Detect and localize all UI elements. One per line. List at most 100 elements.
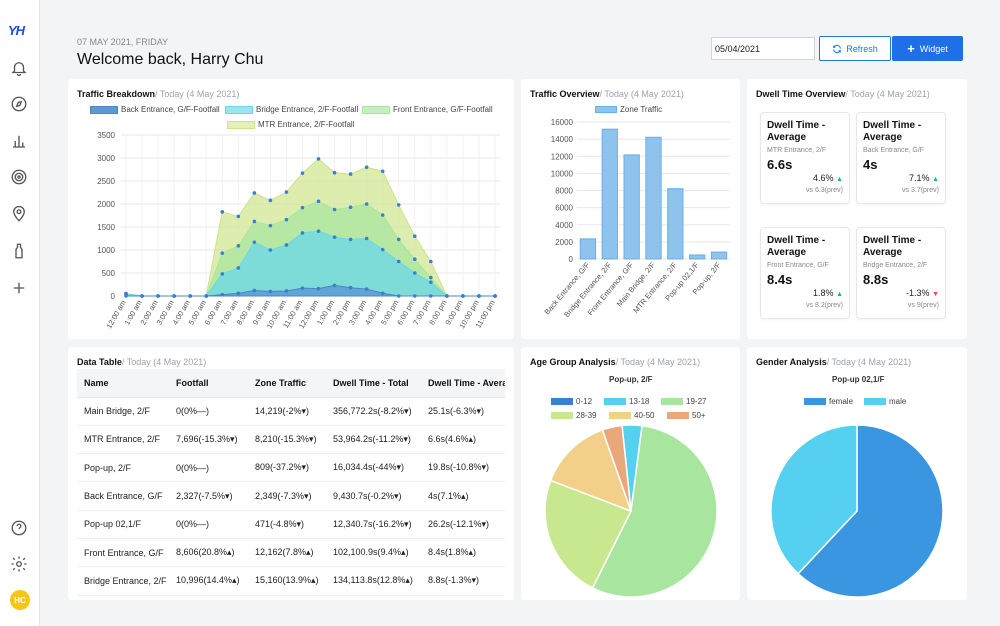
- dwell-location: Front Entrance, G/F: [767, 262, 829, 269]
- bar-chart-icon[interactable]: [10, 132, 28, 150]
- data-point: [429, 259, 433, 264]
- table-row[interactable]: Pop-up, 2/F 0(0%—) 809(-37.2%▾) 16,034.4s(-…: [77, 453, 505, 483]
- data-point: [252, 288, 257, 293]
- y-tick-label: 2000: [555, 238, 573, 247]
- table-cell: 0(0%—): [169, 453, 248, 483]
- app-logo[interactable]: YH: [8, 23, 25, 38]
- table-row[interactable]: MTR Entrance, 2/F 7,696(-15.3%▾) 8,210(-15…: [77, 425, 505, 455]
- data-point: [396, 259, 401, 264]
- legend-item[interactable]: 50+: [667, 411, 706, 420]
- target-icon[interactable]: [10, 168, 28, 186]
- data-point: [332, 283, 337, 288]
- map-pin-icon[interactable]: [10, 205, 28, 223]
- data-point: [316, 286, 321, 291]
- legend-item[interactable]: female: [804, 397, 853, 406]
- legend-item[interactable]: male: [864, 397, 906, 406]
- data-point: [429, 294, 433, 298]
- compass-icon[interactable]: [10, 95, 28, 113]
- table-cell: 15,160(13.9%▴): [248, 566, 326, 596]
- plus-icon: +: [907, 40, 915, 56]
- data-point: [316, 229, 321, 233]
- data-point: [268, 248, 273, 252]
- data-point: [284, 289, 289, 293]
- table-row[interactable]: Pop-up 02,1/F 0(0%—) 471(-4.8%▾) 12,340.7s(…: [77, 510, 505, 539]
- data-point: [124, 291, 128, 296]
- age-pie-chart: [544, 424, 718, 598]
- data-point: [252, 240, 257, 244]
- dwell-box[interactable]: Dwell Time - Average Back Entrance, G/F …: [856, 112, 946, 204]
- data-point: [172, 294, 176, 298]
- dwell-change: -1.3% ▼: [906, 288, 939, 298]
- table-cell: 8,606(20.8%▴): [169, 538, 248, 568]
- data-point: [300, 286, 305, 290]
- table-cell: Front Entrance, G/F: [77, 538, 169, 568]
- data-point: [268, 198, 273, 203]
- legend-item[interactable]: Front Entrance, G/F-Footfall: [362, 105, 493, 114]
- plus-icon[interactable]: [10, 279, 28, 297]
- table-row[interactable]: Front Entrance, G/F 8,606(20.8%▴) 12,162(7…: [77, 538, 505, 568]
- bottle-icon[interactable]: [10, 242, 28, 260]
- data-point: [412, 234, 417, 238]
- dwell-prev: vs 8.2(prev): [806, 302, 843, 309]
- y-tick-label: 1500: [97, 223, 115, 232]
- bar: [579, 238, 597, 260]
- legend-item[interactable]: 40-50: [609, 411, 654, 420]
- card-title: Gender Analysis/ Today (4 May 2021): [756, 357, 912, 367]
- column-header[interactable]: Dwell Time - Total: [326, 369, 421, 398]
- dwell-title: Dwell Time - Average: [767, 235, 826, 258]
- card-title: Traffic Overview/ Today (4 May 2021): [530, 89, 684, 99]
- legend-item[interactable]: Zone Traffic: [595, 105, 662, 114]
- table-row[interactable]: Back Entrance, G/F 2,327(-7.5%▾) 2,349(-7.…: [77, 481, 505, 511]
- data-point: [364, 202, 369, 206]
- table-cell: 102,100.9s(9.4%▴): [326, 538, 421, 568]
- data-point: [332, 207, 337, 212]
- add-widget-button[interactable]: + Widget: [892, 36, 963, 61]
- table-row[interactable]: Bridge Entrance, 2/F 10,996(14.4%▴) 15,160…: [77, 566, 505, 596]
- legend-item[interactable]: MTR Entrance, 2/F-Footfall: [227, 120, 354, 129]
- data-point: [220, 210, 225, 214]
- data-point: [493, 294, 497, 298]
- column-header[interactable]: Zone Traffic: [248, 369, 326, 398]
- dwell-box[interactable]: Dwell Time - Average Bridge Entrance, 2/…: [856, 227, 946, 319]
- avatar[interactable]: HC: [10, 590, 30, 610]
- legend-item[interactable]: 28-39: [551, 411, 596, 420]
- legend-item[interactable]: 19-27: [661, 397, 706, 406]
- dwell-title: Dwell Time - Average: [767, 120, 826, 143]
- table-row[interactable]: Main Bridge, 2/F 0(0%—) 14,219(-2%▾) 356,77…: [77, 397, 505, 426]
- data-point: [284, 217, 289, 222]
- table-cell: 356,772.2s(-8.2%▾): [326, 397, 421, 426]
- column-header[interactable]: Name: [77, 369, 169, 398]
- y-tick-label: 3000: [97, 154, 115, 163]
- data-point: [364, 236, 369, 241]
- bar: [710, 251, 728, 260]
- card-title: Data Table/ Today (4 May 2021): [77, 357, 207, 367]
- data-point: [252, 191, 257, 195]
- table-cell: Pop-up, 2/F: [77, 453, 169, 483]
- y-tick-label: 16000: [551, 118, 574, 127]
- refresh-button[interactable]: Refresh: [819, 36, 891, 61]
- column-header[interactable]: Footfall: [169, 369, 248, 398]
- data-point: [380, 169, 385, 174]
- legend-item[interactable]: 13-18: [604, 397, 649, 406]
- table-cell: 809(-37.2%▾): [248, 453, 326, 483]
- data-point: [348, 237, 353, 242]
- date-line: 07 MAY 2021, FRIDAY: [77, 37, 169, 47]
- legend-item[interactable]: 0-12: [551, 397, 592, 406]
- legend-item[interactable]: Back Entrance, G/F-Footfall: [90, 105, 220, 114]
- table-cell: 4s(7.1%▴): [421, 481, 505, 511]
- dwell-prev: vs 9(prev): [907, 302, 939, 309]
- dwell-title: Dwell Time - Average: [863, 120, 922, 143]
- table-cell: 19.8s(-10.8%▾): [421, 453, 505, 483]
- dwell-change: 4.6% ▲: [813, 173, 843, 183]
- data-point: [348, 205, 353, 210]
- bell-icon[interactable]: [10, 59, 28, 77]
- column-header[interactable]: Dwell Time - Avera: [421, 369, 505, 398]
- help-icon[interactable]: [10, 519, 28, 537]
- date-input[interactable]: [711, 37, 815, 60]
- data-point: [268, 289, 273, 294]
- legend-item[interactable]: Bridge Entrance, 2/F-Footfall: [225, 105, 358, 114]
- dwell-box[interactable]: Dwell Time - Average Front Entrance, G/F…: [760, 227, 850, 319]
- dwell-box[interactable]: Dwell Time - Average MTR Entrance, 2/F 6…: [760, 112, 850, 204]
- settings-icon[interactable]: [10, 555, 28, 573]
- data-point: [364, 165, 369, 169]
